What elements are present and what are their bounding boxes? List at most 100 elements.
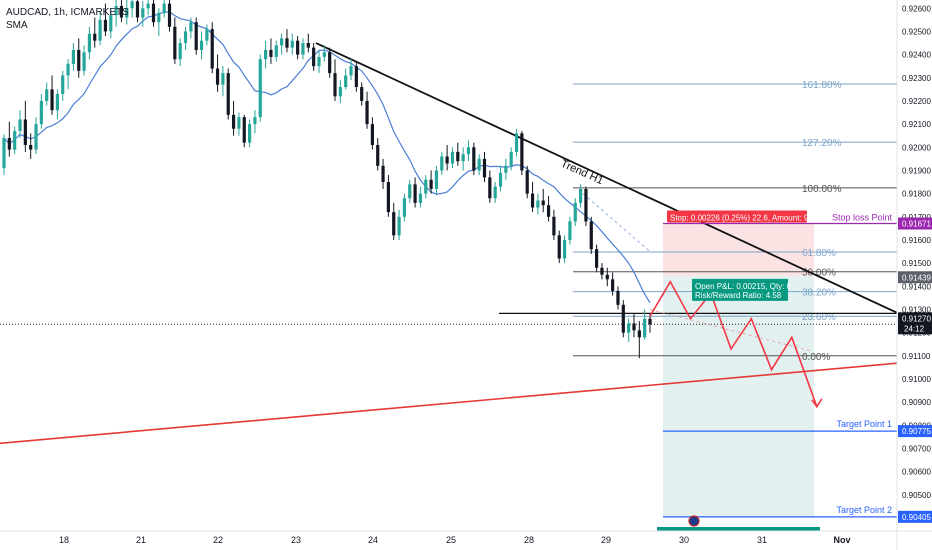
countdown-text: 24:12 [904, 324, 925, 333]
candle [296, 36, 300, 60]
candle [504, 158, 508, 180]
candle [173, 17, 177, 64]
price-tick: 0.90500 [902, 491, 931, 500]
candle [397, 209, 401, 240]
flag-icon [688, 515, 700, 527]
candle [221, 66, 225, 97]
projected-path [649, 280, 823, 409]
candle [29, 133, 33, 159]
price-tick: 0.92400 [902, 51, 931, 60]
target-label-text: Open P&L: 0.00215, Qty: 0 [695, 282, 792, 291]
candle [82, 45, 86, 76]
fib-label: 61.80% [802, 248, 836, 259]
candle [514, 128, 519, 157]
arrow-head [811, 398, 823, 409]
time-tick: 31 [757, 535, 767, 545]
candle [643, 309, 647, 340]
price-tag-box [898, 510, 932, 523]
target-2-label: Target Point 2 [836, 505, 892, 515]
candle [317, 49, 321, 74]
sma-legend: SMA [6, 20, 28, 31]
candle [253, 110, 257, 134]
time-tick: 30 [679, 535, 689, 545]
candle [280, 33, 284, 55]
support-line [0, 362, 898, 445]
candle [520, 131, 524, 176]
candle [392, 202, 396, 240]
candle [429, 170, 433, 194]
candle [600, 263, 604, 280]
time-tick: 22 [213, 535, 223, 545]
price-tag-box [898, 425, 932, 438]
candle [39, 93, 43, 129]
fib-label: 100.00% [802, 184, 842, 195]
candle [87, 26, 92, 60]
sma-line [3, 11, 651, 304]
candle [595, 244, 599, 273]
price-tick: 0.92200 [902, 97, 931, 106]
candle [61, 70, 65, 101]
candle [493, 182, 497, 203]
candle [135, 0, 140, 23]
fib-label: 23.60% [802, 312, 836, 323]
candle [77, 38, 81, 78]
price-tick: 0.92000 [902, 143, 931, 152]
price-tick: 0.90900 [902, 398, 931, 407]
price-tick: 0.91100 [902, 352, 931, 361]
candle [178, 38, 182, 67]
candle [162, 0, 166, 18]
candle [322, 45, 326, 62]
candle [98, 12, 102, 46]
candle [605, 267, 609, 287]
candle [157, 8, 161, 37]
candle [2, 134, 6, 176]
candle [402, 193, 407, 222]
candle [151, 0, 156, 27]
candle [477, 154, 481, 176]
candle [338, 80, 342, 104]
candle [413, 177, 417, 208]
candle [306, 33, 310, 53]
candle [312, 43, 316, 71]
time-axis: 18 21 22 23 24 25 28 29 30 31 Nov [0, 530, 932, 545]
price-tick: 0.92300 [902, 74, 931, 83]
projection-dash [582, 193, 651, 252]
candle [456, 142, 460, 166]
candle [354, 61, 358, 92]
time-tick: 21 [136, 535, 146, 545]
candle [93, 17, 97, 48]
price-tick: 0.92600 [902, 4, 931, 13]
candle [333, 59, 337, 101]
candle [23, 100, 27, 152]
stop-zone [663, 223, 814, 276]
candle [199, 31, 204, 60]
candle [376, 138, 380, 171]
candle [621, 300, 625, 338]
candle [648, 314, 652, 333]
symbol-title: AUDCAD, 1h, ICMARKETS [6, 7, 129, 18]
price-tick: 0.91700 [902, 213, 931, 222]
candle [530, 182, 535, 213]
time-tick: 18 [59, 535, 69, 545]
price-tick: 0.91900 [902, 166, 931, 175]
candle [237, 112, 241, 136]
last-price-box [898, 312, 932, 335]
candle [418, 186, 423, 208]
candle [344, 68, 348, 90]
candle [109, 8, 113, 39]
price-tick: 0.91800 [902, 190, 931, 199]
stop-label-box [667, 210, 807, 223]
fibonacci-levels: 161.80% 127.20% 100.00% 61.80% 50.00% 38.20% 2… [573, 80, 897, 363]
candle [365, 91, 369, 129]
candle [194, 17, 198, 55]
price-tag-text: 0.91439 [902, 273, 931, 282]
time-tick: 25 [446, 535, 456, 545]
candle [488, 170, 492, 203]
candle [274, 40, 278, 62]
candle [466, 140, 471, 162]
candle [536, 193, 540, 215]
candle [285, 29, 289, 53]
price-tick: 0.91600 [902, 236, 931, 245]
candle [557, 230, 561, 264]
